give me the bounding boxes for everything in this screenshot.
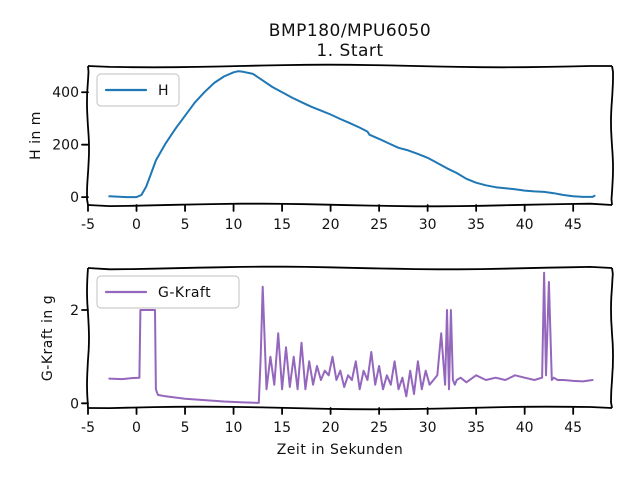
height-y-tick-label: 200 (52, 138, 79, 154)
g-force-x-tick-label: 35 (467, 420, 485, 436)
g-force-x-tick-label: 10 (225, 420, 243, 436)
height-frame-top (87, 63, 612, 69)
height-x-tick-label: 10 (225, 217, 243, 233)
height-frame-bottom (87, 202, 613, 208)
g-force-series-line (108, 271, 594, 404)
g-force-legend-label: G-Kraft (158, 285, 211, 301)
g-force-plot-frame (86, 265, 614, 411)
g-force-x-axis-label: Zeit in Sekunden (277, 442, 404, 458)
height-x-tick-label: -5 (81, 217, 95, 233)
height-x-tick-label: 45 (564, 217, 582, 233)
height-x-tick-label: 5 (181, 217, 190, 233)
g-force-x-tick-label: 40 (516, 420, 534, 436)
height-x-tick-label: 20 (322, 217, 340, 233)
g-force-x-tick-label: 25 (370, 420, 388, 436)
height-y-tick-label: 0 (70, 190, 79, 206)
g-force-x-tick-label: 45 (564, 420, 582, 436)
height-frame-right (610, 65, 614, 206)
g-force-x-tick-label: 5 (181, 420, 190, 436)
height-x-tick-label: 25 (370, 217, 388, 233)
g-force-legend-box (96, 275, 240, 309)
g-force-frame-right (610, 267, 614, 409)
g-force-x-tick-label: 15 (273, 420, 291, 436)
g-force-frame-top (87, 265, 613, 271)
g-force-x-tick-label: -5 (81, 420, 95, 436)
chart-title-line1: BMP180/MPU6050 (269, 21, 431, 41)
height-y-tick-label: 400 (52, 85, 79, 101)
height-y-axis-label: H in m (28, 111, 44, 160)
height-x-tick-label: 15 (273, 217, 291, 233)
g-force-y-tick-label: 2 (70, 303, 79, 319)
g-force-y-axis-label: G-Kraft in g (40, 295, 56, 381)
height-x-tick-label: 40 (516, 217, 534, 233)
g-force-x-tick-label: 20 (322, 420, 340, 436)
g-force-frame-bottom (87, 405, 613, 411)
height-legend: H (96, 73, 180, 107)
height-legend-label: H (158, 83, 169, 99)
height-series-line (108, 70, 596, 199)
g-force-frame-left (86, 267, 90, 409)
height-x-tick-label: 35 (467, 217, 485, 233)
g-force-legend: G-Kraft (96, 275, 240, 309)
height-frame-left (86, 65, 90, 206)
height-x-tick-label: 0 (132, 217, 141, 233)
height-x-tick-label: 30 (419, 217, 437, 233)
chart-title-line2: 1. Start (316, 41, 383, 61)
g-force-y-tick-label: 0 (70, 396, 79, 412)
g-force-x-tick-label: 30 (419, 420, 437, 436)
g-force-x-tick-label: 0 (132, 420, 141, 436)
